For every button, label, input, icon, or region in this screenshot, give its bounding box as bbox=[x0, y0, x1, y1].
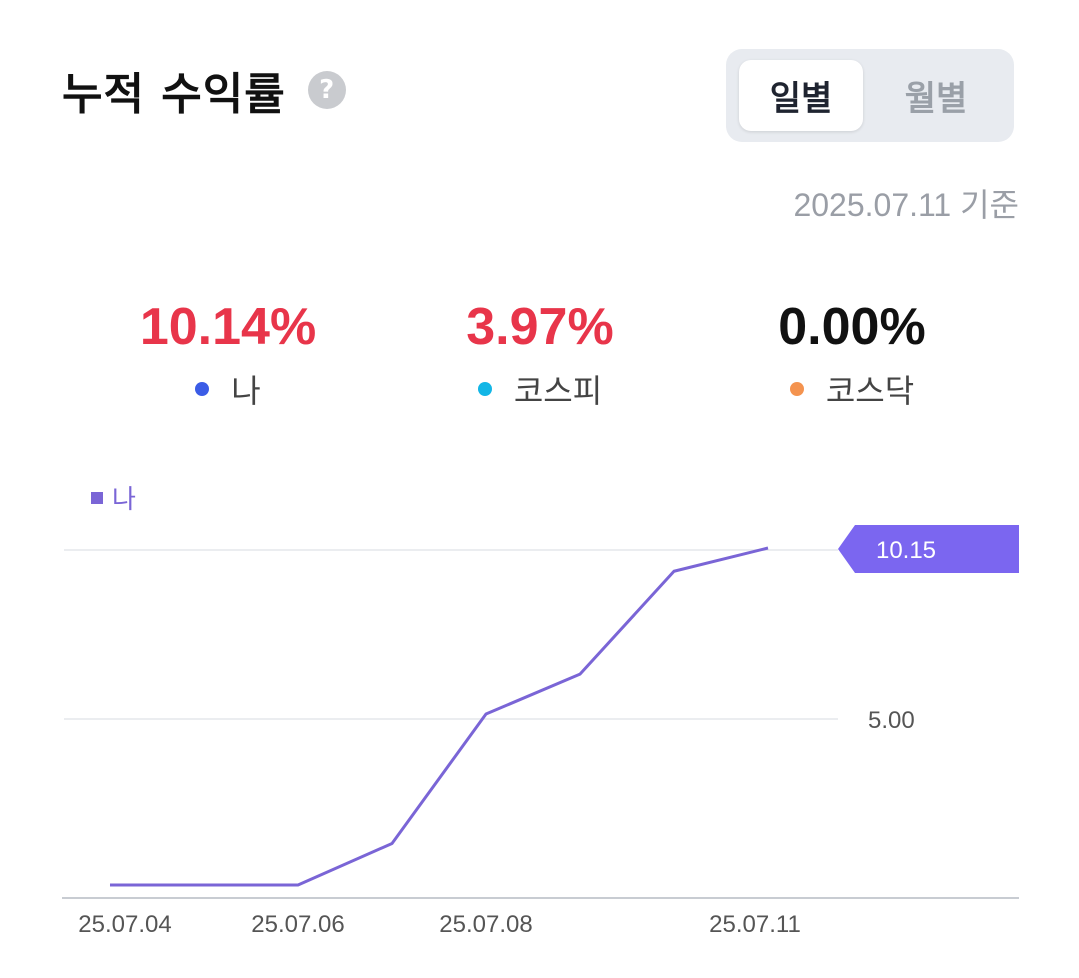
basis-date: 2025.07.11 기준 bbox=[793, 187, 1019, 223]
page-title: 누적 수익률 bbox=[62, 69, 286, 120]
stat-label: 나 bbox=[231, 372, 261, 410]
y-tick-label: 5.00 bbox=[868, 707, 915, 734]
period-toggle: 일별 월별 bbox=[726, 49, 1014, 142]
stat-label: 코스닥 bbox=[825, 372, 915, 410]
monthly-toggle-button[interactable]: 월별 bbox=[904, 79, 968, 119]
current-value-tag bbox=[838, 525, 1019, 573]
legend-label: 나 bbox=[112, 484, 136, 514]
stat-value: 10.14% bbox=[139, 298, 317, 356]
legend-dot bbox=[477, 382, 492, 396]
question-circle-icon[interactable]: ? bbox=[307, 71, 346, 109]
x-tick-label: 25.07.08 bbox=[439, 911, 532, 938]
x-tick-label: 25.07.06 bbox=[251, 911, 344, 938]
x-tick-label: 25.07.04 bbox=[78, 911, 171, 938]
legend-dot bbox=[789, 382, 804, 396]
stat-me: 10.14% 나 bbox=[78, 296, 378, 412]
legend-swatch bbox=[91, 492, 103, 504]
current-value-label: 10.15 bbox=[876, 537, 936, 564]
series-line-me bbox=[110, 546, 769, 887]
stat-value: 3.97% bbox=[466, 298, 614, 356]
stat-kosdaq: 0.00% 코스닥 bbox=[702, 296, 1002, 412]
stat-label: 코스피 bbox=[513, 372, 603, 410]
stat-value: 0.00% bbox=[778, 298, 926, 356]
stat-kospi: 3.97% 코스피 bbox=[390, 296, 690, 412]
title-row: 누적 수익률 ? bbox=[62, 58, 346, 122]
x-tick-label: 25.07.11 bbox=[709, 911, 801, 938]
legend-dot bbox=[195, 382, 210, 396]
daily-toggle-button[interactable]: 일별 bbox=[739, 60, 863, 131]
